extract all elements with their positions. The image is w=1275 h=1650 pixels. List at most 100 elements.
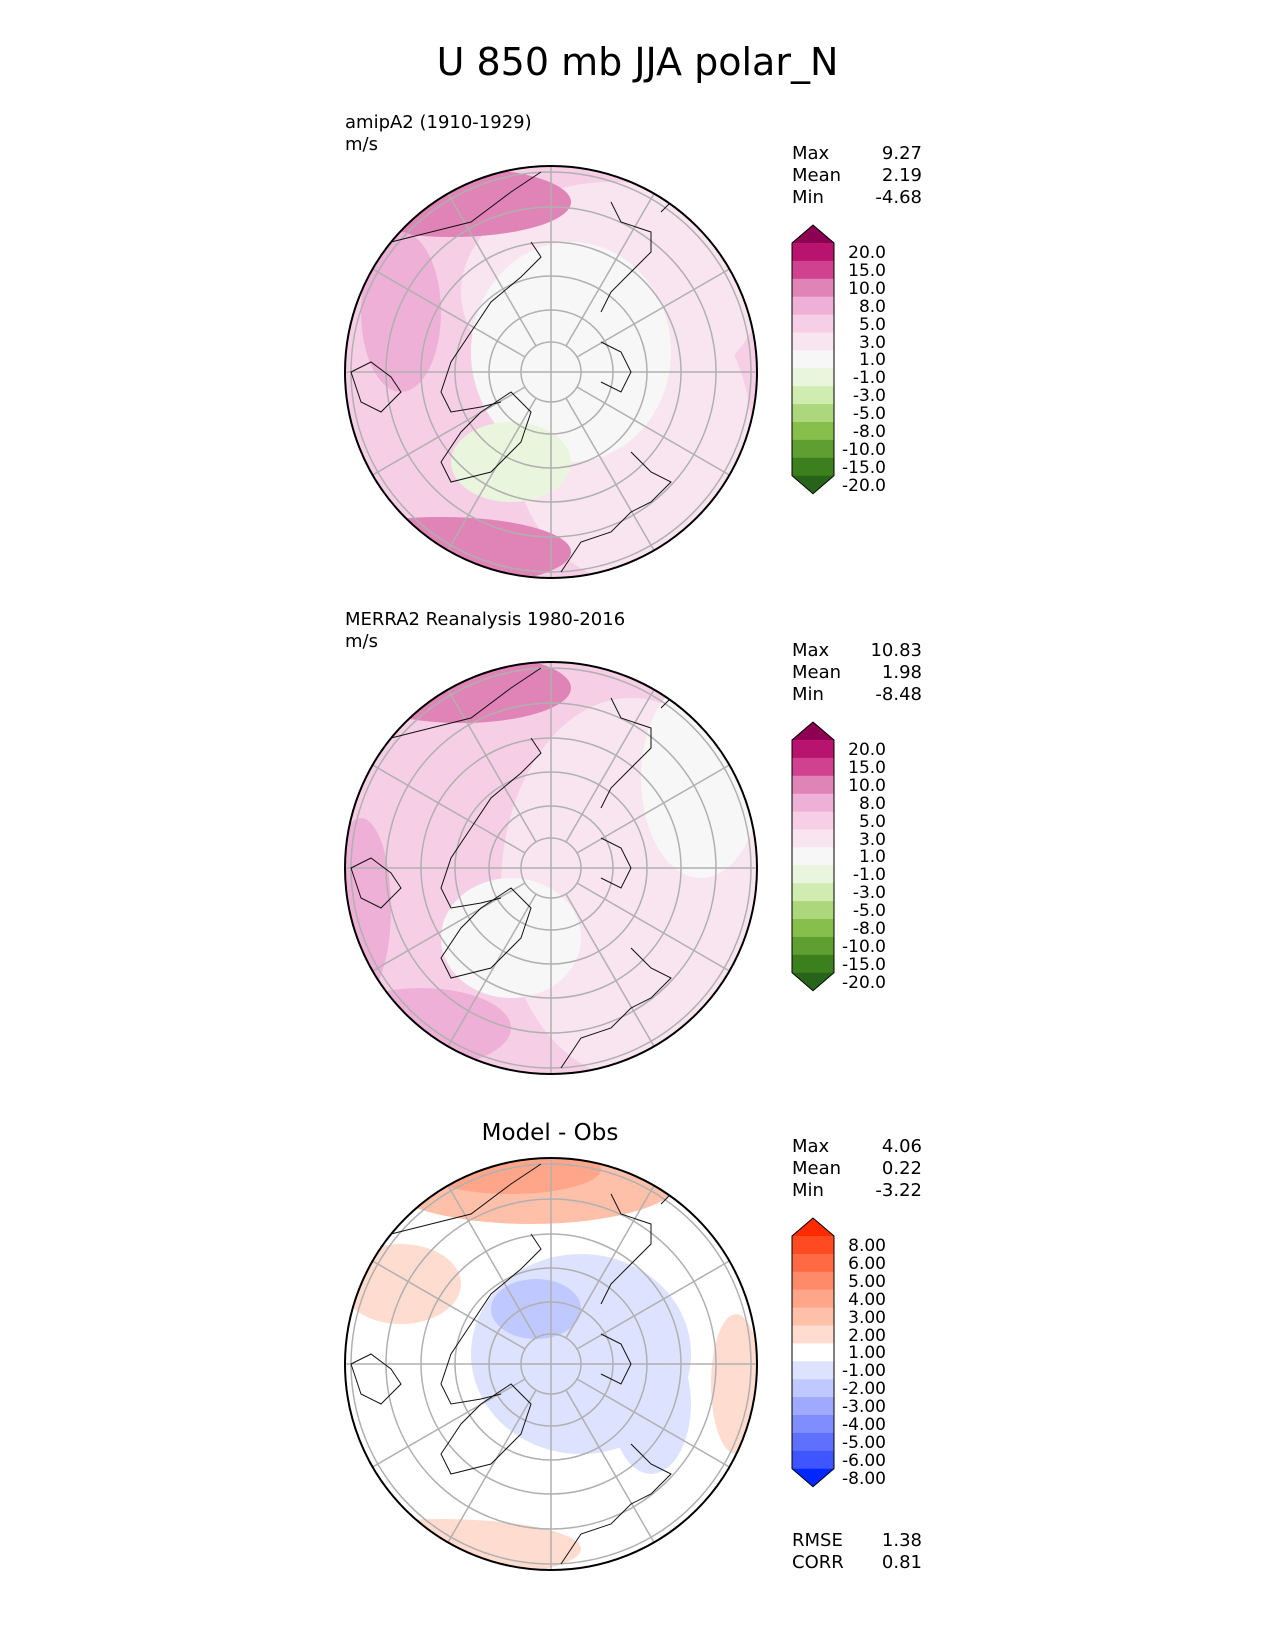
colorbar-segment [792,865,834,884]
cbar-tick-label: 1.0 [858,847,886,868]
cbar-tick-label: -6.00 [842,1450,886,1471]
mean-label: Mean [792,165,842,186]
meridian-line [565,397,655,551]
cbar-tick-label: 3.0 [858,829,886,850]
panel1-colorbar-labels: 20.0 15.0 10.0 8.0 5.0 3.0 1.0 -1.0 -3.0… [836,244,886,496]
mean-value: 2.19 [881,165,922,186]
field-fill [345,1244,461,1324]
panel2-colorbar-labels: 20.0 15.0 10.0 8.0 5.0 3.0 1.0 -1.0 -3.0… [836,740,886,993]
colorbar-segment [792,386,834,405]
cbar-tick-label: 10.0 [848,278,886,299]
cbar-tick-label: -3.0 [852,386,886,407]
colorbar-segment [792,296,834,316]
map-border [344,1157,758,1571]
meridian-line [576,386,730,476]
cbar-tick-label: -5.0 [852,404,886,425]
colorbar-segment [792,1289,834,1309]
coastline [560,947,672,1069]
min-value: -8.48 [875,684,922,705]
colorbar-segment [792,811,834,830]
cbar-tick-label: 1.0 [858,350,886,371]
cbar-tick-label: -5.00 [842,1432,886,1453]
colorbar-segment [792,1307,834,1326]
colorbar-outline [791,224,835,495]
cbar-tick-label: -1.0 [852,368,886,389]
max-label: Max [792,1136,830,1157]
colorbar-segment [792,740,834,759]
colorbar-segment [792,775,834,795]
map-panel-1 [345,166,757,578]
cbar-tick-label: -10.0 [842,439,886,460]
panel1-stats: Max 9.27 Mean 2.19 Min -4.68 [792,143,922,209]
cbar-tick-label: -3.0 [852,883,886,904]
cbar-tick-label: -1.0 [852,865,886,886]
meridian-line [447,397,537,551]
meridian-line [447,893,537,1047]
colorbar-segment [792,457,834,477]
colorbar-segment [792,793,834,813]
colorbar-outline [791,1217,835,1488]
colorbar-2 [791,721,835,992]
cbar-tick-label: 3.0 [858,332,886,353]
cbar-tick-label: -3.00 [842,1397,886,1418]
cbar-tick-label: -20.0 [842,972,886,993]
min-value: -3.22 [875,1180,922,1201]
cbar-tick-label: 3.00 [848,1307,886,1328]
coastline [440,241,542,413]
meridian-line [372,882,526,972]
meridian-line [372,268,526,358]
cbar-tick-label: -8.00 [842,1468,886,1489]
coastline [440,1233,542,1405]
colorbar-outline [791,721,835,992]
cbar-tick-label: 20.0 [848,740,886,760]
colorbar-segment [792,1432,834,1452]
meridian-line [447,193,537,347]
colorbar-extend-bottom [792,1468,834,1487]
field-fill [361,232,441,392]
cbar-tick-label: -10.0 [842,936,886,957]
panel1-title: amipA2 (1910-1929) m/s [345,112,532,156]
cbar-tick-label: -20.0 [842,475,886,496]
cbar-tick-label: 10.0 [848,775,886,796]
coastline [350,1353,402,1405]
cbar-tick-label: 8.00 [848,1236,886,1256]
colorbar-segment [792,847,834,866]
map-panel-3 [345,1158,757,1570]
colorbar-segment [792,1379,834,1398]
corr-label: CORR [792,1552,844,1573]
colorbar-segment [792,954,834,974]
max-label: Max [792,143,830,164]
mean-label: Mean [792,1158,842,1179]
coastline [600,697,652,809]
map-border [344,165,758,579]
panel3-stats: Max 4.06 Mean 0.22 Min -3.22 [792,1136,922,1202]
colorbar-extend-top [792,1218,834,1236]
cbar-tick-label: -8.0 [852,919,886,940]
colorbar-segment [792,936,834,956]
panel3-colorbar-labels: 8.00 6.00 5.00 4.00 3.00 2.00 1.00 -1.00… [836,1236,886,1489]
meridian-line [576,882,730,972]
cbar-tick-label: 5.0 [858,811,886,832]
colorbar-segment [792,278,834,298]
meridian-line [447,689,537,843]
coastline [440,737,542,909]
panel2-title: MERRA2 Reanalysis 1980-2016 m/s [345,609,625,653]
colorbar-segment [792,757,834,777]
cbar-tick-label: 4.00 [848,1289,886,1310]
colorbar-segment [792,901,834,920]
colorbar-segment [792,368,834,387]
colorbar-segment [792,332,834,351]
colorbar-extend-bottom [792,475,834,494]
cbar-tick-label: 2.00 [848,1325,886,1346]
colorbar-segment [792,829,834,848]
colorbar-segment [792,1253,834,1273]
max-label: Max [792,640,830,661]
cbar-tick-label: 6.00 [848,1253,886,1274]
colorbar-segment [792,1343,834,1362]
colorbar-segment [792,1271,834,1291]
cbar-tick-label: 15.0 [848,757,886,778]
coastline [440,887,532,979]
meridian-line [372,386,526,476]
meridian-line [372,1260,526,1350]
